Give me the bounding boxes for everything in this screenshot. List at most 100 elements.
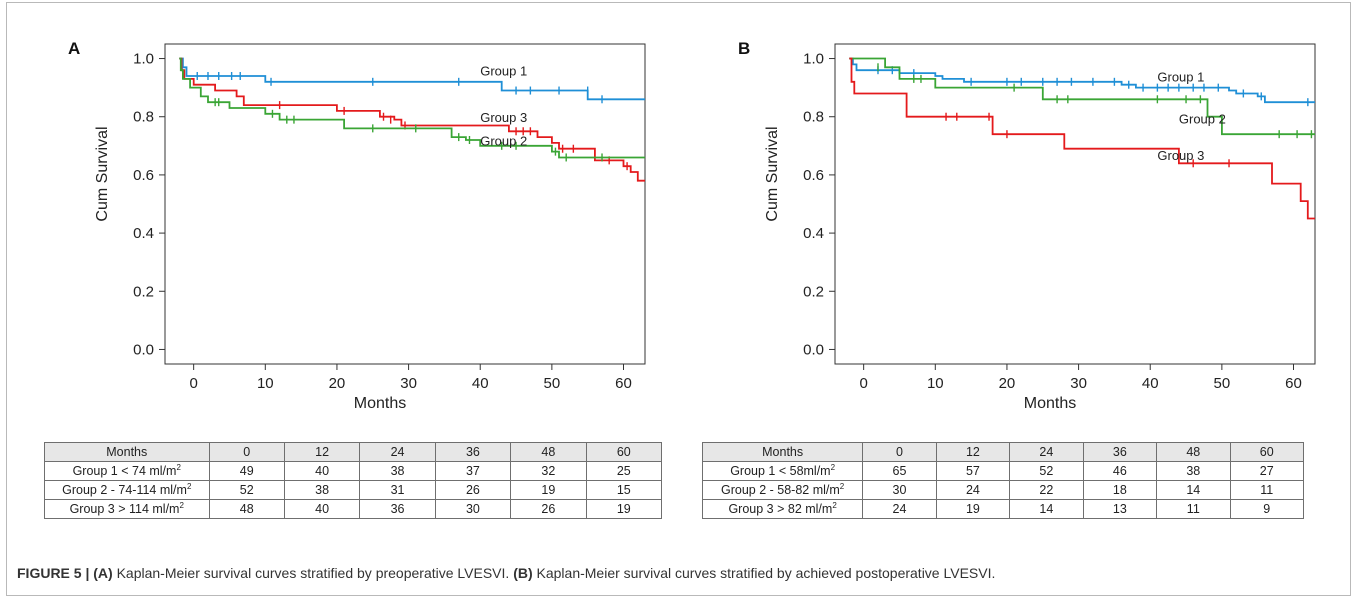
chart-b-series-label-group-3: Group 3 [1157,148,1204,163]
caption-label: FIGURE 5 | [17,565,90,581]
risk-table-b-cell: 14 [1009,499,1084,519]
chart-a: A 0.0 0.2 0.4 0.6 0.8 1.0 0 10 20 30 40 50 60 Months Cu… [68,39,646,412]
risk-table-a-header-cell: 12 [283,442,361,462]
chart-b-plot-frame [834,43,1316,365]
risk-table-b-header-cell: 12 [935,442,1011,462]
chart-a-xlabel: Months [354,395,406,412]
chart-b-ytick-label: 0.6 [803,167,824,184]
chart-b-ytick-label: 0.0 [803,341,824,358]
risk-table-b-cell: 24 [935,480,1011,500]
chart-b-series-label-group-1: Group 1 [1157,69,1204,84]
chart-b-ytick-label: 0.8 [803,109,824,126]
chart-b-xlabel: Months [1024,395,1076,412]
risk-table-b-cell: 11 [1156,499,1231,519]
risk-table-a-header-cell: 36 [434,442,512,462]
risk-table-a-cell: 40 [283,499,361,519]
chart-b-xtick-label: 40 [1142,375,1159,392]
chart-b: B 0.0 0.2 0.4 0.6 0.8 1.0 0 10 20 30 40 50 60 Months Cu… [738,39,1316,412]
risk-table-b-row-label: Group 3 > 82 ml/m2 [701,499,864,519]
risk-table-b-row-label: Group 2 - 58-82 ml/m2 [701,480,864,500]
risk-table-a-cell: 49 [208,461,285,481]
risk-table-b-cell: 24 [862,499,937,519]
risk-table-b-row-label: Group 1 < 58ml/m2 [701,461,864,481]
risk-table-b-header-cell: 60 [1229,442,1305,462]
risk-table-a-header-cell: 24 [359,442,436,462]
risk-table-a-cell: 30 [434,499,512,519]
risk-table-b-header-cell: 24 [1009,442,1084,462]
risk-table-a-cell: 26 [510,499,587,519]
chart-a-ytick-label: 0.2 [133,283,154,300]
chart-a-line-group-2 [179,57,645,159]
risk-table-a-cell: 48 [208,499,285,519]
chart-b-panel-letter: B [738,39,750,58]
chart-b-xtick-label: 30 [1070,375,1087,392]
risk-table-b-cell: 65 [862,461,937,481]
risk-table-b-cell: 27 [1229,461,1305,481]
chart-a-ytick-label: 0.4 [133,225,154,242]
risk-table-a-row: Group 3 > 114 ml/m2 48 40 36 30 26 19 [44,499,663,519]
chart-a-ytick-label: 0.6 [133,167,154,184]
risk-table-b-cell: 9 [1229,499,1305,519]
risk-table-b-row: Group 3 > 82 ml/m2 24 19 14 13 11 9 [701,499,1305,519]
risk-table-a-cell: 40 [283,461,361,481]
chart-b-line-group-3 [849,57,1315,220]
risk-table-b-cell: 13 [1082,499,1158,519]
risk-table-b-cell: 57 [935,461,1011,481]
risk-table-a-cell: 15 [585,480,663,500]
chart-a-ytick-label: 0.0 [133,341,154,358]
chart-b-line-group-1 [849,57,1315,104]
risk-table-a-header-row: Months 0 12 24 36 48 60 [44,442,663,462]
chart-a-ytick-label: 0.8 [133,109,154,126]
caption-a-text: Kaplan-Meier survival curves stratified … [112,565,514,581]
risk-table-b-header-cell: 36 [1082,442,1158,462]
risk-table-b-cell: 30 [862,480,937,500]
chart-b-series-label-group-2: Group 2 [1179,112,1226,127]
chart-a-line-group-3 [179,57,645,182]
risk-table-a-header-cell: Months [44,442,210,462]
chart-a-series-label-group-2: Group 2 [480,133,527,148]
chart-a-line-group-1 [179,57,645,101]
risk-table-a-cell: 19 [585,499,663,519]
risk-table-a-cell: 36 [359,499,436,519]
risk-table-a-header-cell: 60 [585,442,663,462]
figure-caption: FIGURE 5 | (A) Kaplan-Meier survival cur… [17,565,995,581]
risk-table-a-cell: 38 [359,461,436,481]
risk-table-a-cell: 31 [359,480,436,500]
risk-table-a-row: Group 2 - 74-114 ml/m2 52 38 31 26 19 15 [44,480,663,500]
risk-table-a-cell: 32 [510,461,587,481]
risk-table-b: Months 0 12 24 36 48 60 Group 1 < 58ml/m2 65 57 52… [701,442,1305,519]
caption-b-text: Kaplan-Meier survival curves stratified … [532,565,996,581]
chart-a-ylabel: Cum Survival [94,126,111,221]
risk-table-a-cell: 38 [283,480,361,500]
chart-b-xtick-label: 60 [1285,375,1302,392]
chart-a-xtick-label: 30 [400,375,417,392]
chart-a-xtick-label: 50 [544,375,561,392]
chart-b-xtick-label: 50 [1214,375,1231,392]
caption-b-tag: (B) [513,565,533,581]
risk-table-b-row: Group 1 < 58ml/m2 65 57 52 46 38 27 [701,461,1305,481]
chart-a-panel-letter: A [68,39,80,58]
chart-a-plot-frame [164,43,646,365]
risk-table-b-cell: 22 [1009,480,1084,500]
risk-table-b-cell: 18 [1082,480,1158,500]
chart-a-xtick-label: 0 [189,375,197,392]
risk-table-a-cell: 19 [510,480,587,500]
chart-a-xtick-label: 40 [472,375,489,392]
risk-table-a-row-label: Group 1 < 74 ml/m2 [44,461,210,481]
risk-table-a-cell: 37 [434,461,512,481]
chart-b-xtick-label: 0 [859,375,867,392]
chart-b-xtick-label: 20 [999,375,1016,392]
chart-a-ytick-label: 1.0 [133,51,154,68]
risk-table-a-cell: 25 [585,461,663,481]
chart-a-xtick-label: 60 [615,375,632,392]
risk-table-b-header-cell: 0 [862,442,937,462]
risk-table-b-cell: 19 [935,499,1011,519]
chart-b-ytick-label: 0.2 [803,283,824,300]
chart-a-series-label-group-3: Group 3 [480,110,527,125]
risk-table-a-header-cell: 0 [208,442,285,462]
chart-b-xtick-label: 10 [927,375,944,392]
risk-table-a-row: Group 1 < 74 ml/m2 49 40 38 37 32 25 [44,461,663,481]
risk-table-b-header-cell: Months [701,442,864,462]
chart-b-ylabel: Cum Survival [764,126,781,221]
risk-table-b-cell: 46 [1082,461,1158,481]
